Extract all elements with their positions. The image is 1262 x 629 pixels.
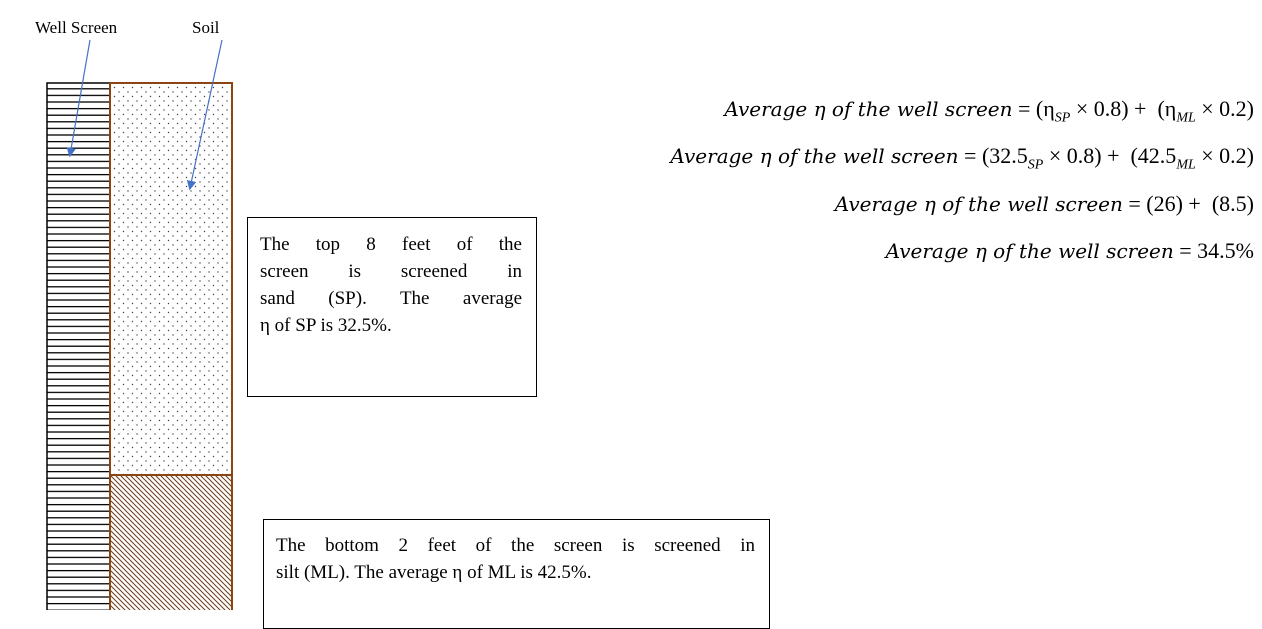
equation-rhs: = 34.5% (1179, 238, 1254, 263)
subscript: ML (1176, 157, 1195, 172)
equation-lhs: Average η of the well screen (886, 239, 1174, 263)
note-line: η of SP is 32.5%. (260, 312, 522, 339)
well-screen (47, 83, 110, 610)
equation-rhs: × 0.8) + (42.5 (1043, 143, 1176, 168)
sand-layer (110, 83, 232, 475)
equation: Average η of the well screen = (32.5SP ×… (670, 143, 1254, 173)
soil-label: Soil (192, 18, 219, 38)
equation-lhs: Average η of the well screen (835, 192, 1123, 216)
equation-rhs: = (26) + (8.5) (1128, 191, 1254, 216)
note-line: silt (ML). The average η of ML is 42.5%. (276, 559, 755, 586)
silt-note: The bottom 2 feet of the screen is scree… (263, 519, 770, 629)
equation-rhs: = (η (1018, 96, 1055, 121)
note-line: sand (SP). The average (260, 285, 522, 312)
note-line: The bottom 2 feet of the screen is scree… (276, 532, 755, 559)
note-line: screen is screened in (260, 258, 522, 285)
equation: Average η of the well screen = (26) + (8… (835, 191, 1254, 217)
well-screen-label: Well Screen (35, 18, 117, 38)
equation-rhs: × 0.2) (1196, 143, 1254, 168)
note-line: The top 8 feet of the (260, 231, 522, 258)
subscript: SP (1028, 157, 1044, 172)
silt-layer (110, 475, 232, 610)
equation-rhs: × 0.8) + (η (1070, 96, 1176, 121)
equation-lhs: Average η of the well screen (670, 144, 958, 168)
equation-rhs: = (32.5 (964, 143, 1028, 168)
equation-lhs: Average η of the well screen (724, 97, 1012, 121)
subscript: ML (1176, 110, 1195, 125)
subscript: SP (1055, 110, 1071, 125)
equation: Average η of the well screen = (ηSP × 0.… (724, 96, 1254, 126)
equation: Average η of the well screen = 34.5% (886, 238, 1254, 264)
equation-rhs: × 0.2) (1196, 96, 1254, 121)
